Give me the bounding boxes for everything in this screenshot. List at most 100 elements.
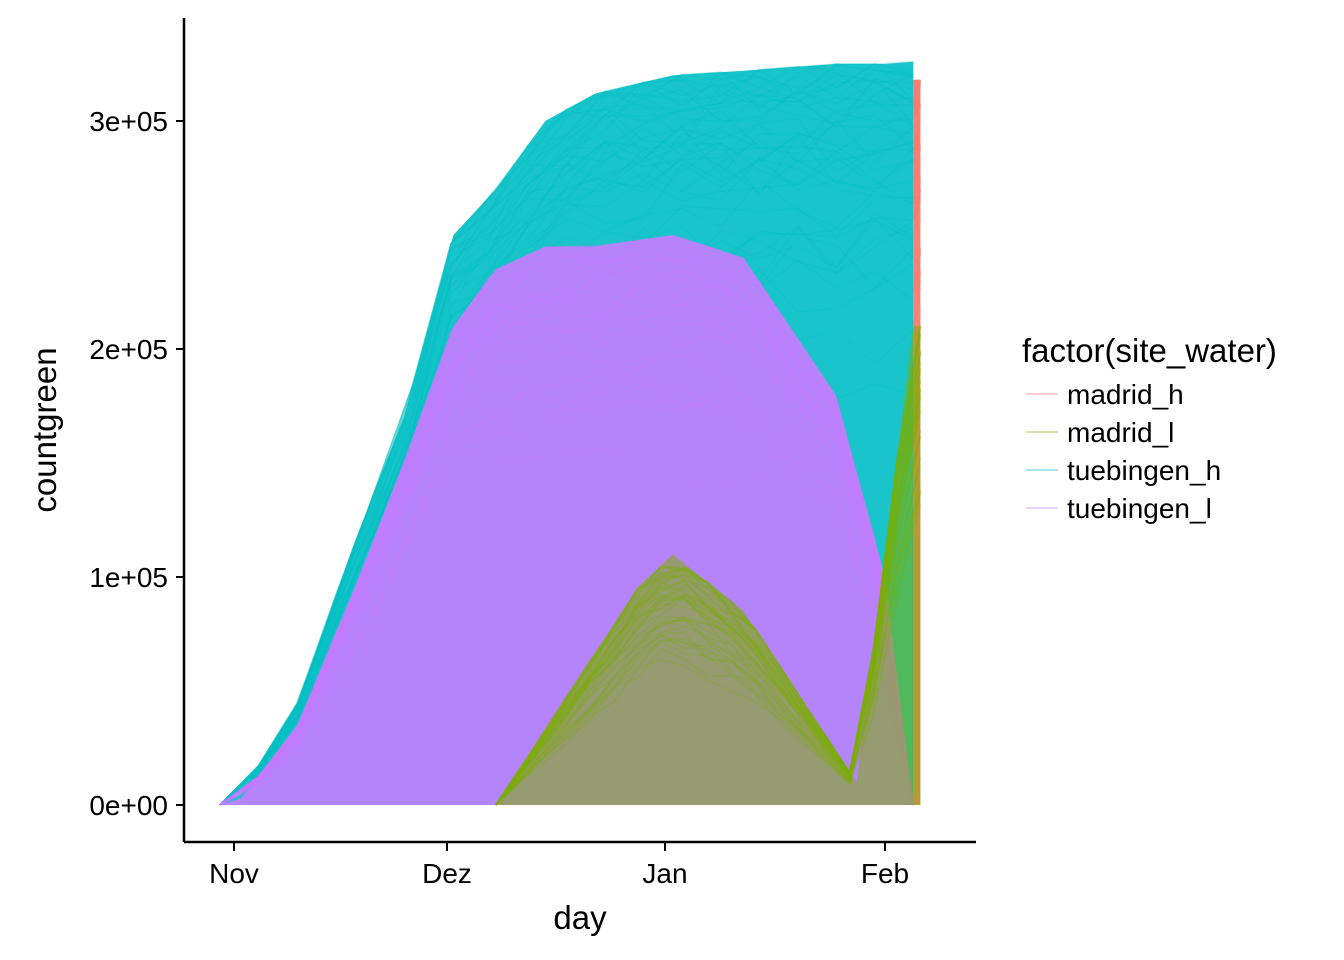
series-line	[912, 147, 922, 164]
series-line	[219, 145, 914, 806]
series-line	[219, 104, 914, 806]
series-line	[495, 326, 922, 806]
series-line	[219, 293, 915, 806]
series-line	[913, 136, 922, 146]
legend-label: tuebingen_l	[1067, 493, 1212, 524]
series-line	[219, 112, 914, 806]
series-line	[219, 66, 914, 806]
series-line	[912, 118, 922, 164]
plot-area	[219, 60, 922, 806]
series-line	[219, 117, 914, 806]
series-line	[219, 352, 915, 806]
series-line	[495, 411, 922, 806]
series-line	[219, 157, 914, 806]
legend-item-madrid-l: madrid_l	[1026, 417, 1174, 448]
series-line	[219, 125, 914, 806]
series-line	[219, 282, 915, 806]
series-line	[912, 129, 921, 142]
series-line	[912, 79, 922, 117]
series-line	[912, 184, 922, 223]
series-line	[219, 273, 915, 806]
series-line	[495, 389, 922, 806]
x-axis-title: day	[553, 899, 607, 936]
y-tick-label: 3e+05	[89, 106, 168, 137]
series-line	[912, 161, 922, 185]
series-line	[912, 111, 922, 151]
series-line	[219, 135, 914, 806]
series-line	[495, 353, 922, 806]
series-line	[219, 64, 914, 806]
series-line	[219, 71, 914, 806]
series-line	[219, 237, 915, 806]
x-axis-ticks: Nov Dez Jan Feb	[209, 842, 909, 889]
series-line	[495, 336, 922, 806]
series-line	[495, 389, 922, 806]
series-line	[912, 270, 922, 325]
series-line	[912, 103, 922, 138]
series-line	[912, 119, 922, 150]
series-line	[495, 431, 922, 806]
legend: factor(site_water) madrid_h madrid_l tue…	[1022, 332, 1277, 524]
series-line	[219, 77, 914, 806]
legend-label: tuebingen_h	[1067, 455, 1221, 486]
series-line	[912, 271, 922, 293]
series-line	[912, 119, 922, 145]
x-tick-label: Feb	[861, 858, 909, 889]
series-line	[912, 79, 921, 94]
legend-item-madrid-h: madrid_h	[1026, 379, 1184, 410]
series-line	[495, 429, 922, 806]
series-line	[219, 391, 915, 806]
series-line	[912, 253, 922, 264]
series-line	[219, 309, 915, 806]
x-tick-label: Dez	[422, 858, 472, 889]
series-line	[912, 81, 922, 114]
series-line	[219, 68, 914, 806]
series-line	[495, 380, 922, 806]
series-line	[495, 457, 922, 806]
series-line	[912, 100, 922, 121]
series-line	[219, 287, 915, 806]
series-line	[219, 281, 915, 806]
series-line	[912, 134, 922, 154]
series-line	[219, 353, 915, 806]
series-line	[219, 313, 915, 806]
y-tick-label: 0e+00	[89, 790, 168, 821]
series-line	[912, 200, 922, 219]
series-line	[219, 93, 914, 806]
series-line	[912, 175, 922, 202]
series-line	[219, 149, 914, 806]
series-line	[495, 436, 922, 806]
series-line	[495, 353, 922, 806]
series-line	[219, 119, 914, 806]
series-line	[219, 253, 915, 806]
series-line	[219, 79, 914, 806]
series-line	[219, 276, 915, 806]
series-line	[219, 275, 915, 806]
series-line	[219, 63, 914, 806]
series-line	[495, 379, 922, 806]
series-line	[219, 323, 915, 806]
series-line	[219, 110, 914, 806]
series-line	[219, 60, 914, 806]
series-line	[912, 214, 922, 257]
y-tick-label: 1e+05	[89, 562, 168, 593]
series-line	[219, 302, 915, 806]
x-tick-label: Jan	[642, 858, 687, 889]
series-line	[219, 63, 914, 806]
series-line	[912, 248, 922, 290]
legend-title: factor(site_water)	[1022, 332, 1277, 369]
series-line	[912, 156, 921, 166]
series-line	[219, 313, 915, 806]
series-line	[495, 457, 922, 806]
series-line	[495, 333, 922, 806]
series-line	[912, 207, 921, 220]
series-line	[495, 481, 922, 806]
series-line	[219, 73, 914, 806]
series-line	[495, 393, 922, 806]
series-line	[219, 267, 915, 806]
series-line	[912, 147, 922, 167]
series-line	[219, 237, 915, 806]
series-line	[219, 271, 915, 806]
series-line	[219, 63, 914, 806]
